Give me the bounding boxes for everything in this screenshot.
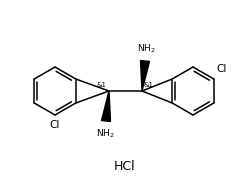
Text: Cl: Cl xyxy=(50,120,60,130)
Text: &1: &1 xyxy=(96,82,106,88)
Polygon shape xyxy=(140,61,149,91)
Text: &1: &1 xyxy=(144,82,154,88)
Text: NH$_2$: NH$_2$ xyxy=(95,127,114,139)
Polygon shape xyxy=(101,91,110,121)
Text: NH$_2$: NH$_2$ xyxy=(136,42,155,55)
Text: HCl: HCl xyxy=(114,159,135,173)
Text: Cl: Cl xyxy=(216,64,226,74)
